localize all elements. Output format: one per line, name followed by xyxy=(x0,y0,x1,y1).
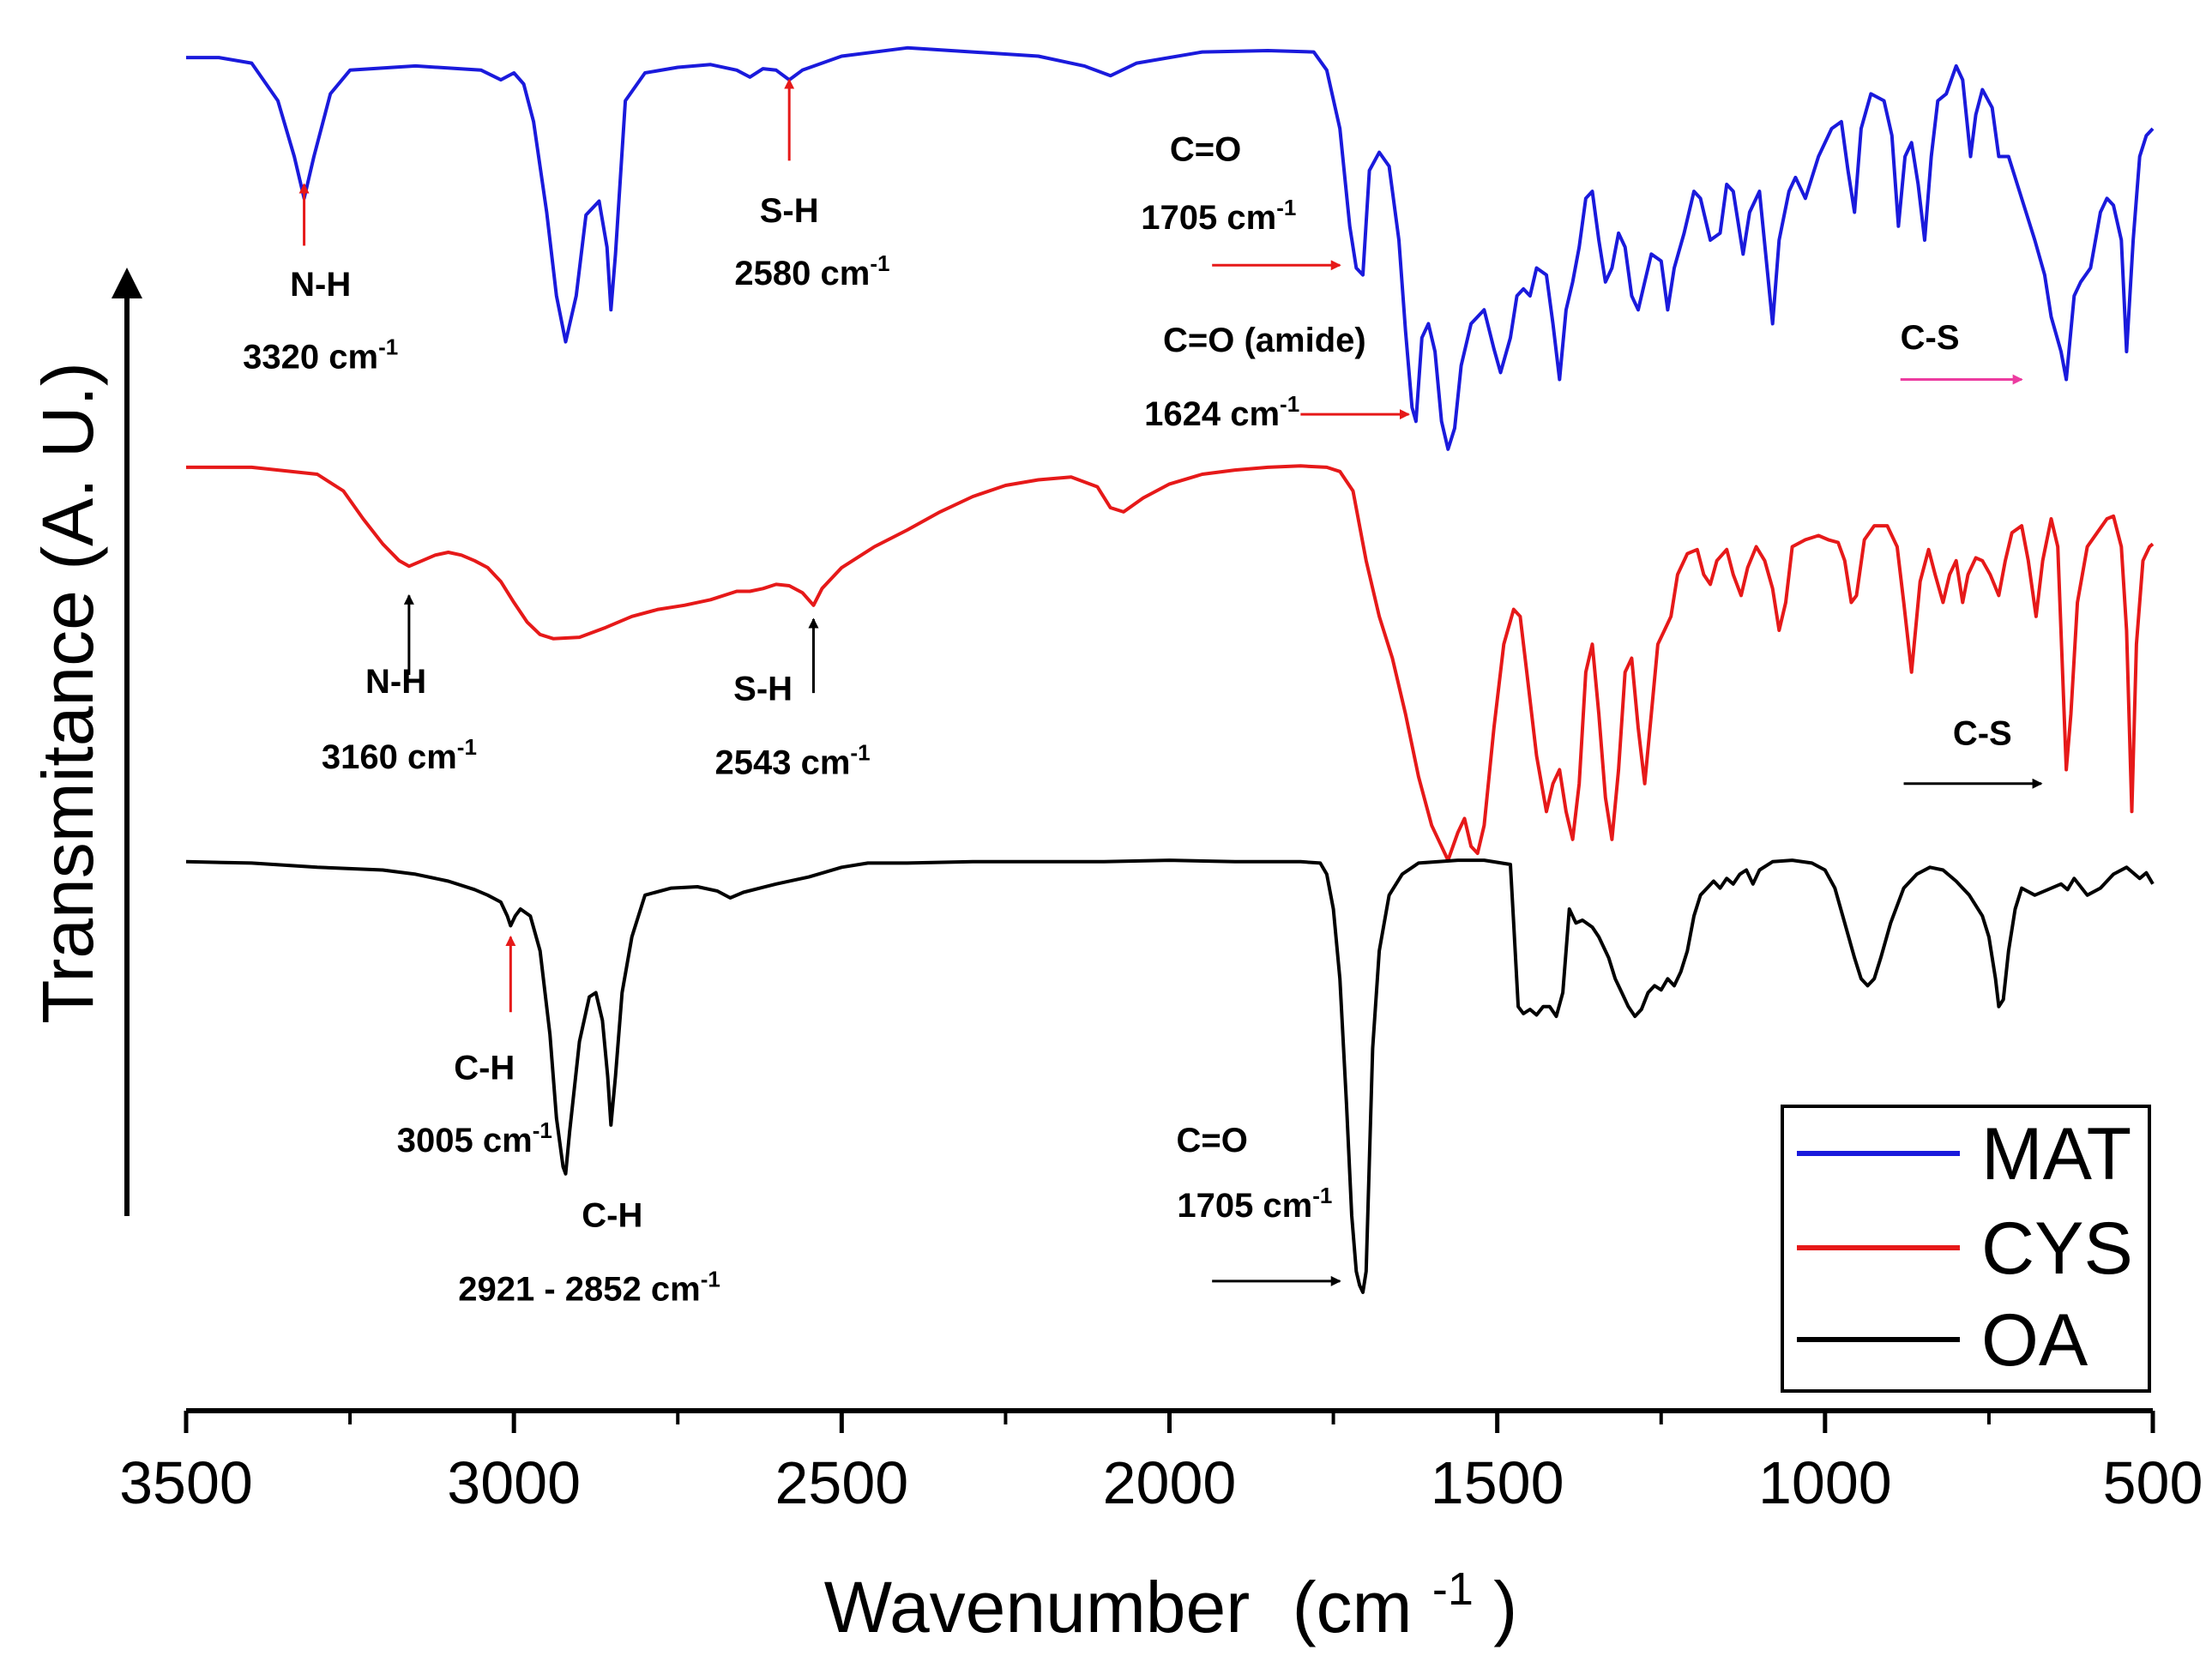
annotation-label-mat-nh: N-H xyxy=(290,266,351,304)
annotation-mat-co: C=O 1705 cm-1 xyxy=(1141,130,1341,271)
annotation-value-sup: -1 xyxy=(457,734,477,760)
x-axis-title-word: Wavenumber xyxy=(824,1567,1250,1647)
annotation-label-mat-cs: C-S xyxy=(1901,319,1960,357)
annotation-mat-amide: C=O (amide) 1624 cm-1 xyxy=(1144,322,1410,433)
x-tick-label-3500: 3500 xyxy=(119,1449,253,1516)
annotation-label-oa-co: C=O xyxy=(1177,1122,1248,1159)
annotation-value-sup: -1 xyxy=(701,1267,720,1292)
annotation-cys-sh: S-H 2543 cm-1 xyxy=(714,617,871,781)
annotation-value-text: 2543 cm xyxy=(714,744,850,781)
annotation-label-cys-cs: C-S xyxy=(1953,714,2012,752)
annotation-value-text: 1624 cm xyxy=(1144,395,1280,433)
annotation-oa-ch1: C-H 3005 cm-1 xyxy=(397,936,552,1159)
annotation-label-mat-sh: S-H xyxy=(760,192,819,230)
annotation-label-oa-ch1: C-H xyxy=(454,1049,515,1087)
annotation-value-sup: -1 xyxy=(850,739,870,765)
annotation-value-mat-nh: 3320 cm-1 xyxy=(243,334,398,376)
annotation-label-oa-ch2: C-H xyxy=(582,1197,642,1235)
annotation-value-text: 2921 - 2852 cm xyxy=(458,1271,700,1309)
annotation-label-cys-nh: N-H xyxy=(365,663,426,701)
x-axis-title-unit: (cm xyxy=(1293,1567,1413,1647)
annotation-label-cys-sh: S-H xyxy=(733,670,793,708)
annotation-oa-co: C=O 1705 cm-1 xyxy=(1177,1122,1341,1286)
x-axis-title: Wavenumber (cm -1 ) xyxy=(824,1539,1517,1647)
annotation-value-oa-ch1: 3005 cm-1 xyxy=(397,1117,552,1159)
legend-label-mat: MAT xyxy=(1981,1113,2131,1195)
legend-label-cys: CYS xyxy=(1981,1207,2133,1290)
x-tick-label-500: 500 xyxy=(2103,1449,2203,1516)
legend: MAT CYS OA xyxy=(1781,1105,2151,1393)
annotation-value-sup: -1 xyxy=(1280,391,1299,417)
x-tick-label-2000: 2000 xyxy=(1103,1449,1237,1516)
series-group xyxy=(185,45,2155,1294)
x-axis-title-close: ) xyxy=(1493,1567,1517,1647)
annotation-cys-cs: C-S xyxy=(1903,714,2043,789)
x-tick-label-1500: 1500 xyxy=(1431,1449,1564,1516)
annotation-cys-nh: N-H 3160 cm-1 xyxy=(322,593,477,776)
annotation-value-mat-amide: 1624 cm-1 xyxy=(1144,391,1299,433)
x-tick-label-1000: 1000 xyxy=(1758,1449,1892,1516)
annotation-mat-cs: C-S xyxy=(1901,319,2023,385)
annotation-value-sup: -1 xyxy=(378,334,398,360)
annotation-value-text: 3320 cm xyxy=(243,339,378,376)
annotation-label-mat-amide: C=O (amide) xyxy=(1163,322,1366,359)
annotation-value-cys-nh: 3160 cm-1 xyxy=(322,734,477,776)
annotation-value-mat-sh: 2580 cm-1 xyxy=(734,250,889,292)
y-axis-title: Transmitance (A. U.) xyxy=(27,362,108,1024)
series-line-cys xyxy=(186,464,2155,863)
annotation-mat-sh: S-H 2580 cm-1 xyxy=(734,78,889,292)
series-line-mat xyxy=(186,45,2155,451)
annotation-value-oa-co: 1705 cm-1 xyxy=(1177,1183,1332,1225)
annotation-value-text: 3160 cm xyxy=(322,738,457,776)
annotation-value-sup: -1 xyxy=(870,250,889,276)
annotation-value-text: 2580 cm xyxy=(734,255,870,292)
annotation-value-sup: -1 xyxy=(533,1117,552,1143)
x-tick-label-2500: 2500 xyxy=(775,1449,908,1516)
annotation-value-text: 1705 cm xyxy=(1177,1187,1312,1225)
series-line-oa xyxy=(185,858,2155,1294)
x-tick-label-3000: 3000 xyxy=(447,1449,581,1516)
legend-label-oa: OA xyxy=(1981,1299,2088,1382)
annotation-value-text: 3005 cm xyxy=(397,1122,533,1159)
x-ticks: 3500 3000 2500 2000 1500 1000 500 xyxy=(119,1411,2203,1516)
annotation-value-sup: -1 xyxy=(1276,195,1296,220)
annotation-mat-nh: N-H 3320 cm-1 xyxy=(243,183,398,376)
annotation-value-cys-sh: 2543 cm-1 xyxy=(714,739,870,781)
annotation-value-text: 1705 cm xyxy=(1141,199,1276,237)
annotation-value-mat-co: 1705 cm-1 xyxy=(1141,195,1296,237)
annotation-value-oa-ch2: 2921 - 2852 cm-1 xyxy=(458,1267,720,1309)
annotation-oa-ch2: C-H 2921 - 2852 cm-1 xyxy=(458,1197,720,1309)
annotation-value-sup: -1 xyxy=(1312,1183,1332,1208)
x-axis-title-sup: -1 xyxy=(1432,1563,1474,1615)
annotation-label-mat-co: C=O xyxy=(1170,130,1241,168)
